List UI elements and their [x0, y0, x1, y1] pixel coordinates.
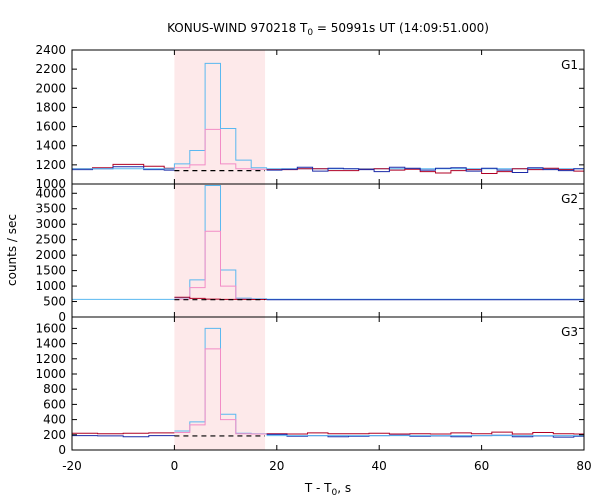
series-g3-0 — [72, 432, 175, 435]
panel-label-g2: G2 — [561, 192, 578, 206]
series-g1-3 — [174, 128, 267, 170]
y-axis-label: counts / sec — [5, 214, 19, 286]
x-axis-label: T - T0, s — [304, 481, 351, 498]
y-tick-label-g2-2000: 2000 — [35, 248, 66, 262]
y-tick-label-g3-1600: 1600 — [35, 321, 66, 335]
y-tick-label-g2-500: 500 — [43, 295, 66, 309]
y-tick-label-g2-0: 0 — [58, 310, 66, 324]
y-tick-label-g3-600: 600 — [43, 397, 66, 411]
series-g1-5 — [266, 166, 584, 173]
y-tick-label-g2-1000: 1000 — [35, 279, 66, 293]
x-tick-label-60: 60 — [474, 459, 489, 473]
x-tick-label-0: 0 — [171, 459, 179, 473]
y-tick-label-g2-1500: 1500 — [35, 264, 66, 278]
series-g3-1 — [72, 435, 175, 438]
series-g3-3 — [174, 348, 267, 435]
y-tick-label-g2-2500: 2500 — [35, 233, 66, 247]
y-tick-label-g3-1400: 1400 — [35, 337, 66, 351]
chart-title: KONUS-WIND 970218 T0 = 50991s UT (14:09:… — [167, 21, 489, 38]
y-tick-label-g3-400: 400 — [43, 413, 66, 427]
y-tick-label-g2-3500: 3500 — [35, 202, 66, 216]
panel-label-g3: G3 — [561, 325, 578, 339]
y-tick-label-g3-0: 0 — [58, 443, 66, 457]
x-tick-label-40: 40 — [372, 459, 387, 473]
y-tick-label-g3-200: 200 — [43, 428, 66, 442]
y-tick-label-g1-2400: 2400 — [35, 43, 66, 57]
y-tick-label-g1-1800: 1800 — [35, 100, 66, 114]
series-g1-4 — [266, 167, 584, 174]
series-g3-4 — [266, 431, 584, 435]
panel-g1: 1000 1200 1400 1600 1800 2000 2200 2400 G1 — [35, 43, 585, 191]
highlight-band-g3 — [174, 317, 266, 450]
panel-frame-g2 — [71, 183, 585, 318]
y-tick-label-g1-2200: 2200 — [35, 62, 66, 76]
x-tick-label-20: 20 — [269, 459, 284, 473]
panel-frame-g1 — [71, 49, 585, 185]
panel-label-g1: G1 — [561, 58, 578, 72]
y-tick-label-g1-1000: 1000 — [35, 177, 66, 191]
y-tick-label-g3-800: 800 — [43, 382, 66, 396]
y-tick-label-g1-1600: 1600 — [35, 120, 66, 134]
y-tick-label-g1-1200: 1200 — [35, 158, 66, 172]
y-tick-label-g1-1400: 1400 — [35, 139, 66, 153]
x-tick-label-80: 80 — [576, 459, 591, 473]
series-g1-2 — [72, 62, 584, 170]
y-tick-label-g3-1200: 1200 — [35, 352, 66, 366]
y-tick-label-g2-4000: 4000 — [35, 186, 66, 200]
y-tick-label-g2-3000: 3000 — [35, 217, 66, 231]
y-tick-label-g3-1000: 1000 — [35, 367, 66, 381]
x-tick-label--20: -20 — [62, 459, 82, 473]
panel-frame-g3 — [71, 316, 585, 451]
y-tick-label-g1-2000: 2000 — [35, 81, 66, 95]
